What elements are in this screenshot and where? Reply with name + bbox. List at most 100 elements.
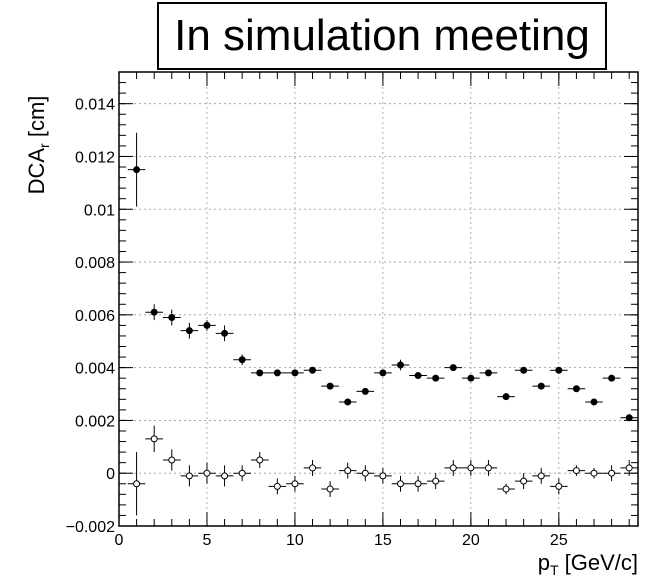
open-marker bbox=[625, 464, 633, 472]
open-marker bbox=[168, 456, 176, 464]
open-marker bbox=[309, 464, 317, 472]
open-marker bbox=[608, 469, 616, 477]
open-data-point bbox=[303, 460, 322, 476]
open-marker bbox=[238, 469, 246, 477]
filled-marker bbox=[221, 329, 229, 337]
x-tick-label: 10 bbox=[286, 532, 304, 549]
filled-data-point bbox=[338, 398, 357, 406]
open-data-point bbox=[409, 475, 427, 492]
open-data-point bbox=[462, 460, 480, 476]
open-marker bbox=[449, 464, 457, 472]
filled-marker bbox=[449, 364, 457, 372]
open-data-point bbox=[602, 465, 621, 482]
filled-data-point bbox=[145, 304, 163, 321]
y-tick-label: 0.006 bbox=[75, 308, 115, 325]
y-tick-label: 0.002 bbox=[75, 413, 115, 430]
open-marker bbox=[590, 469, 598, 477]
open-marker bbox=[502, 485, 510, 493]
filled-data-point bbox=[567, 385, 586, 393]
open-marker bbox=[256, 456, 264, 464]
open-marker bbox=[379, 472, 387, 480]
filled-data-point bbox=[233, 354, 251, 365]
open-marker bbox=[273, 482, 281, 490]
open-data-point bbox=[145, 425, 163, 453]
filled-data-point bbox=[391, 359, 410, 371]
data-points bbox=[127, 132, 638, 516]
open-marker bbox=[361, 469, 369, 477]
y-tick-label: −0.002 bbox=[66, 519, 115, 536]
plot-frame bbox=[118, 71, 639, 527]
open-marker bbox=[414, 480, 422, 488]
open-data-point bbox=[321, 481, 339, 497]
open-marker bbox=[203, 469, 211, 477]
filled-data-point bbox=[514, 366, 533, 374]
filled-marker bbox=[185, 327, 193, 335]
filled-data-point bbox=[321, 382, 339, 390]
open-data-point bbox=[180, 465, 199, 487]
open-data-point bbox=[479, 460, 498, 476]
filled-data-point bbox=[426, 374, 445, 382]
filled-marker bbox=[590, 398, 598, 406]
open-marker bbox=[432, 477, 440, 485]
filled-data-point bbox=[198, 320, 216, 331]
open-data-point bbox=[550, 478, 568, 495]
open-data-point bbox=[620, 460, 638, 476]
filled-marker bbox=[520, 366, 528, 374]
open-marker bbox=[344, 467, 352, 475]
open-data-point bbox=[514, 473, 533, 490]
open-data-point bbox=[198, 462, 216, 484]
filled-data-point bbox=[602, 374, 621, 382]
filled-data-point bbox=[479, 369, 498, 377]
open-data-point bbox=[286, 475, 304, 492]
grid-lines bbox=[118, 72, 638, 527]
open-marker bbox=[572, 467, 580, 475]
y-axis-label: DCAr [cm] bbox=[24, 96, 52, 195]
open-data-point bbox=[215, 465, 234, 487]
x-axis-label: pT [GeV/c] bbox=[538, 550, 638, 578]
filled-marker bbox=[168, 313, 176, 321]
filled-data-point bbox=[409, 372, 427, 380]
y-tick-label: 0.014 bbox=[75, 97, 115, 114]
filled-marker bbox=[326, 382, 334, 390]
filled-data-point bbox=[250, 369, 269, 377]
filled-marker bbox=[484, 369, 492, 377]
open-marker bbox=[520, 477, 528, 485]
filled-marker bbox=[608, 374, 616, 382]
filled-data-point bbox=[462, 374, 480, 382]
y-tick-label: 0.01 bbox=[84, 202, 115, 219]
filled-data-point bbox=[356, 387, 375, 395]
x-tick-label: 20 bbox=[462, 532, 480, 549]
open-data-point bbox=[356, 465, 375, 482]
filled-marker bbox=[432, 374, 440, 382]
filled-data-point bbox=[550, 366, 568, 374]
open-data-point bbox=[585, 467, 603, 479]
filled-marker bbox=[273, 369, 281, 377]
open-data-point bbox=[162, 449, 181, 471]
y-tick-label: 0 bbox=[106, 466, 115, 483]
x-tick-label: 0 bbox=[115, 532, 124, 549]
filled-data-point bbox=[303, 366, 322, 374]
filled-marker bbox=[133, 166, 141, 174]
open-data-point bbox=[391, 475, 410, 492]
filled-data-point bbox=[620, 414, 638, 422]
filled-data-point bbox=[374, 369, 392, 377]
filled-marker bbox=[309, 366, 317, 374]
filled-data-point bbox=[268, 369, 287, 377]
open-marker bbox=[185, 472, 193, 480]
open-data-point bbox=[426, 473, 445, 490]
svg-text:DCAr [cm]: DCAr [cm] bbox=[24, 96, 52, 195]
filled-data-point bbox=[532, 382, 551, 390]
y-tick-label: 0.004 bbox=[75, 361, 115, 378]
filled-marker bbox=[537, 382, 545, 390]
open-marker bbox=[467, 464, 475, 472]
filled-marker bbox=[256, 369, 264, 377]
open-marker bbox=[484, 464, 492, 472]
open-data-point bbox=[444, 460, 463, 476]
x-tick-label: 25 bbox=[550, 532, 568, 549]
open-data-point bbox=[532, 467, 551, 484]
open-marker bbox=[396, 480, 404, 488]
y-tick-label: 0.012 bbox=[75, 149, 115, 166]
open-marker bbox=[133, 480, 141, 488]
open-marker bbox=[326, 485, 334, 493]
axis-ticks: −0.00200.0020.0040.0060.0080.010.0120.01… bbox=[66, 71, 638, 549]
